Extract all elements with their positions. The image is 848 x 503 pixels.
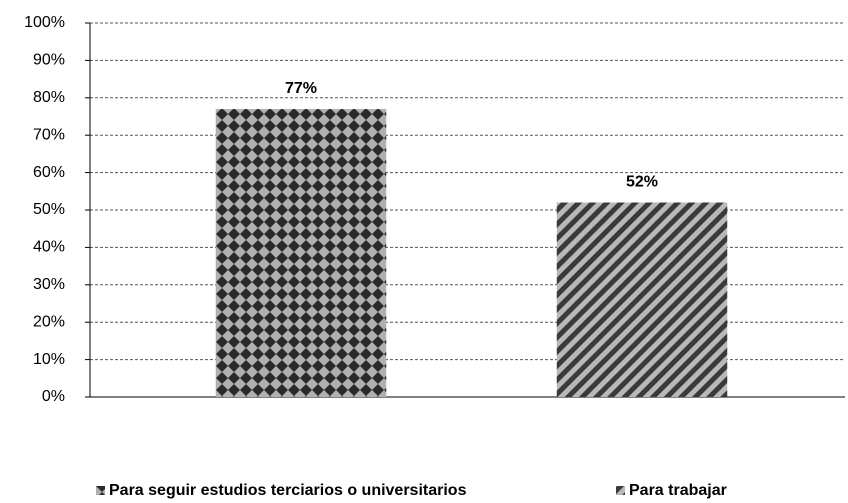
y-tick-label: 0% (42, 388, 65, 405)
value-label: 77% (285, 80, 317, 97)
y-tick-label: 90% (33, 52, 65, 69)
y-tick-label: 30% (33, 276, 65, 293)
bar (215, 109, 387, 398)
y-tick-label: 100% (24, 14, 65, 31)
y-tick-label: 10% (33, 351, 65, 368)
y-tick-label: 60% (33, 164, 65, 181)
legend-label: Para seguir estudios terciarios o univer… (109, 482, 467, 499)
bar (556, 202, 728, 397)
legend-swatch (616, 486, 625, 495)
y-tick-label: 40% (33, 239, 65, 256)
y-tick-label: 70% (33, 126, 65, 143)
y-tick-label: 80% (33, 89, 65, 106)
value-label: 52% (626, 174, 658, 191)
legend-label: Para trabajar (629, 482, 727, 499)
legend-swatch (96, 486, 105, 495)
y-tick-label: 20% (33, 313, 65, 330)
y-tick-label: 50% (33, 201, 65, 218)
